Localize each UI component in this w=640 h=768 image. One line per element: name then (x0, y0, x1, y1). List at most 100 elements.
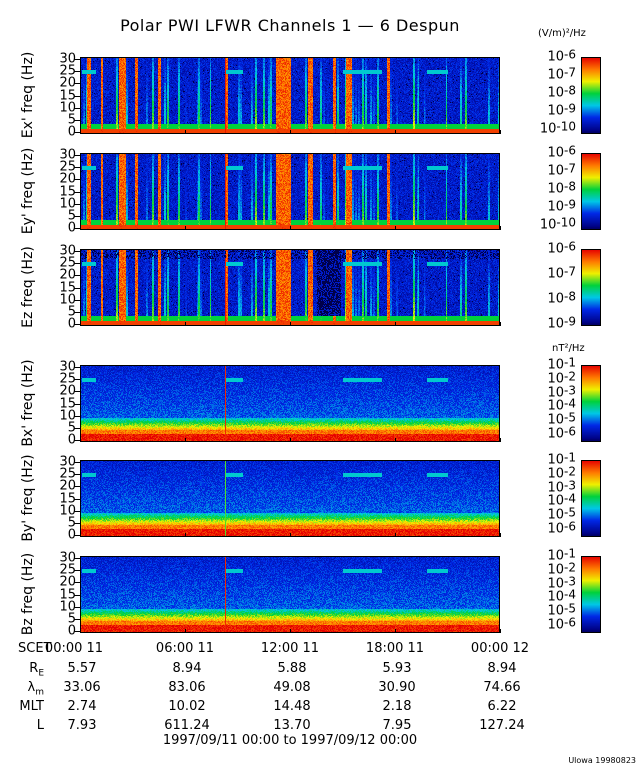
y-tick-mark (74, 534, 80, 536)
y-tick-mark (74, 594, 80, 596)
y-tick-label: 30 (59, 243, 76, 259)
spectrogram-image (80, 153, 500, 230)
spectrogram-image (80, 57, 500, 134)
colorbar-tick-label: 10-8 (547, 83, 576, 101)
y-tick-mark (74, 570, 80, 572)
colorbar-tick-label: 10-1 (547, 546, 576, 564)
scet-label: SCET (18, 641, 52, 656)
colorbar-gradient (581, 556, 601, 633)
ephemeris-value: 10.02 (168, 699, 206, 714)
y-axis-label: Bz freq (Hz) (20, 552, 36, 635)
y-tick-mark (74, 71, 80, 73)
y-tick-mark (74, 227, 80, 229)
x-tick-mark (394, 629, 396, 633)
ephemeris-value: 2.74 (67, 699, 97, 714)
x-tick-mark (499, 322, 501, 326)
y-tick-mark (74, 403, 80, 405)
colorbar-tick-label: 10-5 (547, 505, 576, 523)
y-tick-label: 0 (67, 623, 76, 639)
y-tick-label: 0 (67, 527, 76, 543)
ephemeris-value: 2.18 (382, 699, 412, 714)
y-tick-mark (74, 522, 80, 524)
y-tick-label: 30 (59, 359, 76, 375)
y-tick-label: 10 (59, 503, 76, 519)
ephemeris-value: 13.70 (273, 718, 311, 733)
ephemeris-row-label: L (0, 718, 44, 736)
colorbar-tick-label: 10-6 (547, 143, 576, 161)
y-tick-mark (74, 167, 80, 169)
y-tick-mark (74, 107, 80, 109)
y-tick-label: 25 (59, 255, 76, 271)
ephemeris-value: 74.66 (483, 680, 521, 695)
colorbar (581, 153, 601, 230)
y-tick-mark (74, 558, 80, 560)
colorbar-tick-label: 10-5 (547, 410, 576, 428)
x-tick-mark (79, 226, 81, 230)
x-tick-mark (289, 322, 291, 326)
ephemeris-value: 7.93 (67, 718, 97, 733)
y-tick-label: 10 (59, 196, 76, 212)
spectrogram-panel: 30 25 20 15 10 5 0 (59, 361, 501, 446)
colorbar-tick-label: 10-3 (547, 574, 576, 591)
row-label-text: MLT (19, 699, 44, 714)
ephemeris-value: 83.06 (168, 680, 206, 695)
y-axis-label: Ez freq (Hz) (20, 245, 36, 328)
ephemeris-value: 14.48 (273, 699, 311, 714)
spectrogram-panel: 30 25 20 15 10 5 0 (59, 552, 501, 637)
y-tick-label: 5 (67, 515, 76, 531)
row-label-text: λ (27, 680, 36, 695)
colorbar-tick-label: 10-1 (547, 450, 576, 468)
x-tick-mark (394, 130, 396, 134)
colorbar-gradient (581, 153, 601, 230)
colorbar-tick-label: 10-2 (547, 560, 576, 578)
spectrogram-image (80, 460, 500, 537)
y-tick-label: 20 (59, 574, 76, 590)
spectrogram-panel: 30 25 20 15 10 5 0 (59, 149, 501, 234)
colorbar-tick-label: 10-10 (539, 119, 576, 137)
colorbar-gradient (581, 249, 601, 326)
colorbar-tick-label: 10-6 (547, 424, 576, 442)
x-tick-mark (184, 533, 186, 537)
y-tick-label: 15 (59, 88, 76, 103)
y-tick-label: 0 (67, 124, 76, 140)
y-tick-mark (74, 618, 80, 620)
x-tick-mark (289, 226, 291, 230)
y-tick-label: 5 (67, 611, 76, 627)
colorbar (581, 460, 601, 537)
y-tick-label: 30 (59, 550, 76, 566)
y-tick-label: 20 (59, 383, 76, 399)
y-tick-label: 5 (67, 420, 76, 436)
plot-title: Polar PWI LFWR Channels 1 — 6 Despun (120, 16, 460, 35)
ephemeris-value: 7.95 (382, 718, 412, 733)
ephemeris-value: 5.88 (277, 661, 307, 676)
y-tick-label: 25 (59, 63, 76, 79)
ephemeris-row-label: RE (0, 661, 44, 679)
x-tick-mark (79, 629, 81, 633)
ephemeris-row-label: MLT (0, 699, 44, 717)
row-label-subscript: E (38, 668, 44, 679)
y-tick-label: 20 (59, 478, 76, 494)
x-tick-mark (499, 629, 501, 633)
x-tick-mark (289, 438, 291, 442)
y-tick-label: 10 (59, 599, 76, 615)
y-tick-label: 0 (67, 220, 76, 236)
ephemeris-value: 127.24 (479, 718, 525, 733)
y-tick-label: 5 (67, 112, 76, 128)
x-tick-mark (289, 533, 291, 537)
y-tick-label: 20 (59, 171, 76, 187)
colorbar-tick-label: 10-2 (547, 464, 576, 482)
colorbar-tick-label: 10-7 (547, 264, 576, 282)
colorbar-tick-label: 10-6 (547, 239, 576, 257)
y-tick-mark (74, 191, 80, 193)
colorbar (581, 365, 601, 442)
y-tick-mark (74, 299, 80, 301)
spectrogram-image (80, 365, 500, 442)
x-tick-mark (499, 533, 501, 537)
x-tick-mark (394, 533, 396, 537)
colorbar-tick-label: 10-4 (547, 396, 576, 414)
ephemeris-value: 5.93 (382, 661, 412, 676)
ephemeris-value: 5.57 (67, 661, 97, 676)
y-tick-mark (74, 119, 80, 121)
y-tick-mark (74, 83, 80, 85)
y-tick-mark (74, 203, 80, 205)
